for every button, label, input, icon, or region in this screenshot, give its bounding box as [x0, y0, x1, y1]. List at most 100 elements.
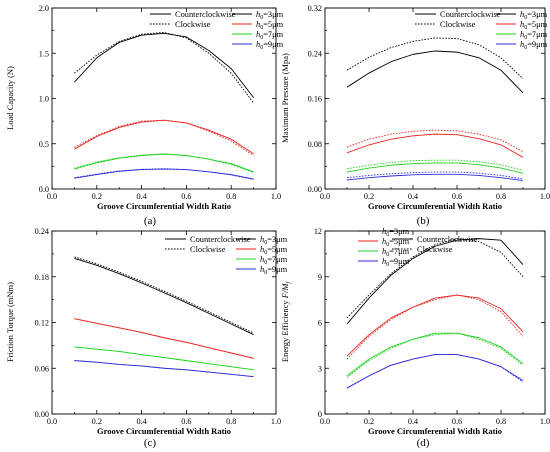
y-tick-label: 9 — [318, 273, 322, 282]
x-axis-label: Groove Circumferential Width Ratio — [368, 201, 502, 211]
series-line-h0-5um-clockwise — [346, 294, 524, 360]
plot-frame — [51, 7, 277, 190]
x-tick-label: 0.6 — [452, 192, 462, 201]
panel-caption: (d) — [417, 437, 430, 449]
y-tick-label: 1.0 — [39, 95, 49, 104]
y-tick-label: 6 — [318, 319, 322, 328]
legend-label-h0-1: h0=5μm — [382, 237, 410, 248]
legend-label-counterclockwise: Counterclockwise — [175, 10, 236, 19]
series-line-h0-5um-clockwise — [346, 129, 524, 153]
y-axis-label: Load Capacity (N) — [5, 66, 15, 130]
x-tick-label: 0.6 — [181, 192, 191, 201]
x-tick-label: 0.2 — [364, 417, 374, 426]
series-line-h0-9um-clockwise — [346, 354, 524, 389]
y-axis-label: Maximum Pressure (Mpa) — [280, 53, 290, 143]
chart-panel-c: 0.0 0.2 0.4 0.6 0.8 1.0 0.00 0.06 0.12 0.18 0.24 Gr… — [5, 227, 288, 449]
series-line-h0-7um-clockwise — [346, 159, 524, 171]
y-tick-label: 0.00 — [35, 410, 49, 419]
legend-label-h0-0: h0=3μm — [256, 10, 284, 21]
series-line-h0-7um-clockwise — [346, 332, 524, 378]
legend-label-h0-3: h0=9μm — [256, 40, 284, 51]
chart-panel-a: 0.0 0.2 0.4 0.6 0.8 1.0 0.0 0.5 1.0 1.5 2.0 Groove … — [5, 4, 284, 227]
y-axis-label: Friction Torque (mNm) — [5, 282, 15, 362]
y-tick-label: 0.0 — [39, 185, 49, 194]
legend-label-h0-1: h0=5μm — [260, 245, 288, 256]
series-line-h0-3um-counterclockwise — [74, 258, 254, 336]
panel-caption: (b) — [417, 215, 430, 227]
series-line-h0-3um-clockwise — [74, 256, 254, 334]
y-tick-label: 12 — [314, 227, 322, 236]
series-line-h0-9um-counterclockwise — [346, 173, 524, 181]
chart-panel-d: 0.0 0.2 0.4 0.6 0.8 1.0 0 3 6 9 12 Groove Circumfer… — [280, 227, 550, 449]
x-axis-label: Groove Circumferential Width Ratio — [97, 426, 231, 436]
x-tick-label: 1.0 — [271, 417, 281, 426]
legend-label-h0-2: h0=7μm — [260, 255, 288, 266]
legend-label-counterclockwise: Counterclockwise — [190, 235, 251, 244]
legend-label-h0-3: h0=9μm — [260, 265, 288, 276]
legend-label-h0-2: h0=7μm — [382, 247, 410, 258]
y-tick-label: 0.12 — [35, 319, 49, 328]
legend-label-clockwise: Clockwise — [190, 245, 226, 254]
series-line-h0-9um-clockwise — [346, 171, 524, 180]
y-tick-label: 0.00 — [308, 185, 322, 194]
series-line-h0-5um-clockwise — [74, 119, 254, 156]
x-tick-label: 1.0 — [271, 192, 281, 201]
x-tick-label: 0.4 — [408, 417, 418, 426]
series-line-h0-7um-counterclockwise — [74, 153, 254, 173]
series-line-h0-3um-counterclockwise — [346, 238, 524, 325]
x-tick-label: 0.6 — [181, 417, 191, 426]
x-tick-label: 0.0 — [320, 192, 330, 201]
plot-frame — [324, 230, 546, 415]
series-line-h0-5um-counterclockwise — [346, 133, 524, 158]
y-tick-label: 0.24 — [308, 49, 322, 58]
y-tick-label: 3 — [318, 364, 322, 373]
y-tick-label: 0.18 — [35, 273, 49, 282]
series-line-h0-3um-clockwise — [346, 37, 524, 80]
series-line-h0-5um-counterclockwise — [74, 119, 254, 155]
x-axis-label: Groove Circumferential Width Ratio — [368, 426, 502, 436]
y-tick-label: 0.5 — [39, 140, 49, 149]
panel-caption: (a) — [144, 215, 157, 227]
y-tick-label: 0.32 — [308, 4, 322, 13]
series-line-h0-3um-counterclockwise — [346, 50, 524, 94]
series-line-h0-7um-counterclockwise — [346, 162, 524, 174]
legend-label-h0-2: h0=7μm — [256, 30, 284, 41]
legend-label-counterclockwise: Counterclockwise — [440, 10, 501, 19]
plot-frame — [51, 230, 277, 415]
series-line-h0-9um-counterclockwise — [74, 360, 254, 378]
legend-label-h0-3: h0=9μm — [382, 257, 410, 268]
x-tick-label: 0.2 — [92, 192, 102, 201]
series-line-h0-9um-counterclockwise — [346, 354, 524, 389]
x-tick-label: 0.8 — [496, 417, 506, 426]
series-line-h0-9um-clockwise — [74, 168, 254, 180]
legend-label-counterclockwise: Counterclockwise — [417, 235, 478, 244]
x-tick-label: 0.4 — [136, 417, 146, 426]
y-tick-label: 0.16 — [308, 95, 322, 104]
legend-label-h0-0: h0=3μm — [260, 235, 288, 246]
legend-label-h0-1: h0=5μm — [520, 20, 548, 31]
series-line-h0-5um-clockwise — [74, 318, 254, 359]
x-tick-label: 0.8 — [226, 417, 236, 426]
plot-frame — [324, 7, 546, 190]
series-line-h0-7um-counterclockwise — [346, 332, 524, 377]
x-tick-label: 0.8 — [496, 192, 506, 201]
series-line-h0-3um-clockwise — [346, 238, 524, 319]
x-tick-label: 0.6 — [452, 417, 462, 426]
y-tick-label: 0.08 — [308, 140, 322, 149]
legend-label-clockwise: Clockwise — [440, 20, 476, 29]
legend-label-clockwise: Clockwise — [417, 245, 453, 254]
legend-label-h0-1: h0=5μm — [256, 20, 284, 31]
x-tick-label: 0.0 — [320, 417, 330, 426]
legend-label-clockwise: Clockwise — [175, 20, 211, 29]
series-line-h0-5um-counterclockwise — [346, 294, 524, 357]
x-tick-label: 0.2 — [364, 192, 374, 201]
series-line-h0-7um-clockwise — [74, 346, 254, 371]
